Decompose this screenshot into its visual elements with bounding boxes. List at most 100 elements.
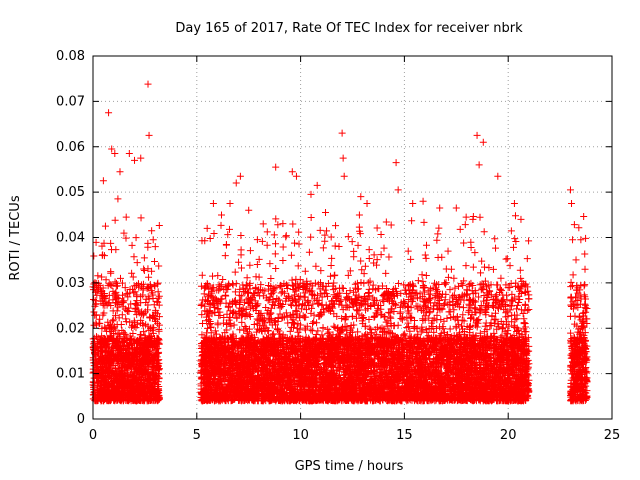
data-point [98, 288, 106, 296]
data-point [155, 262, 163, 270]
data-point [436, 323, 444, 331]
data-point [154, 294, 162, 302]
data-point [365, 246, 373, 254]
data-point [422, 254, 430, 262]
data-point [198, 271, 206, 279]
data-point [355, 211, 363, 219]
data-point [121, 284, 129, 292]
data-point [140, 267, 148, 275]
data-point [423, 241, 431, 249]
data-point [497, 274, 505, 282]
data-point [286, 327, 294, 335]
data-point [131, 288, 139, 296]
data-point [507, 227, 515, 235]
data-point [350, 253, 358, 261]
data-point [108, 246, 116, 254]
data-point [462, 262, 470, 270]
data-point [287, 251, 295, 259]
data-point [155, 222, 163, 230]
data-point [420, 218, 428, 226]
data-point [327, 233, 335, 241]
data-point [279, 220, 287, 228]
data-point [307, 326, 315, 334]
data-point [270, 231, 278, 239]
data-point [348, 238, 356, 246]
data-point [414, 277, 422, 285]
data-point [450, 274, 458, 282]
data-point [129, 273, 137, 281]
data-point [91, 311, 99, 319]
data-point [154, 298, 162, 306]
data-point [451, 284, 459, 292]
data-point [461, 221, 469, 229]
data-point [291, 239, 299, 247]
data-point [137, 214, 145, 222]
data-point [122, 234, 130, 242]
data-point [114, 331, 122, 339]
data-point [492, 244, 500, 252]
data-point [99, 251, 107, 259]
data-point [111, 216, 119, 224]
data-point [120, 229, 128, 237]
data-point [462, 213, 470, 221]
data-point [258, 237, 266, 245]
data-point [230, 321, 238, 329]
data-point [382, 269, 390, 277]
data-point [144, 243, 152, 251]
data-point [96, 315, 104, 323]
data-point [422, 271, 430, 279]
data-point [115, 314, 123, 322]
data-point [373, 224, 381, 232]
data-point [321, 237, 329, 245]
data-point [385, 253, 393, 261]
data-point [148, 227, 156, 235]
data-point [130, 253, 138, 261]
data-point [525, 305, 533, 313]
data-point [395, 280, 403, 288]
data-point [94, 272, 102, 280]
data-point [357, 257, 365, 265]
data-point [440, 279, 448, 287]
data-point [209, 272, 217, 280]
data-point [92, 238, 100, 246]
data-point [471, 249, 479, 257]
data-point [289, 220, 297, 228]
data-point [151, 258, 159, 266]
data-point [217, 221, 225, 229]
data-point [108, 317, 116, 325]
data-point [506, 262, 514, 270]
data-point [466, 315, 474, 323]
data-point [449, 292, 457, 300]
data-point [133, 259, 141, 267]
data-point [154, 288, 162, 296]
data-point [118, 311, 126, 319]
data-point [327, 262, 335, 270]
data-point [263, 241, 271, 249]
data-point [219, 276, 227, 284]
data-point [246, 247, 254, 255]
chart-title: Day 165 of 2017, Rate Of TEC Index for r… [175, 21, 523, 36]
data-point [307, 309, 315, 317]
data-point [272, 240, 280, 248]
data-point [266, 260, 274, 268]
data-point [338, 314, 346, 322]
data-point [210, 229, 218, 237]
data-point [434, 230, 442, 238]
data-point [145, 273, 153, 281]
data-points [89, 80, 591, 405]
data-point [282, 233, 290, 241]
data-point [126, 289, 134, 297]
data-point [107, 268, 115, 276]
data-point [238, 318, 246, 326]
data-point [323, 227, 331, 235]
data-point [140, 254, 148, 262]
data-point [519, 309, 527, 317]
data-point [128, 241, 136, 249]
data-point [489, 265, 497, 273]
data-point [132, 324, 140, 332]
data-point [316, 226, 324, 234]
data-point [90, 308, 98, 316]
data-point [128, 269, 136, 277]
data-point [292, 307, 300, 315]
